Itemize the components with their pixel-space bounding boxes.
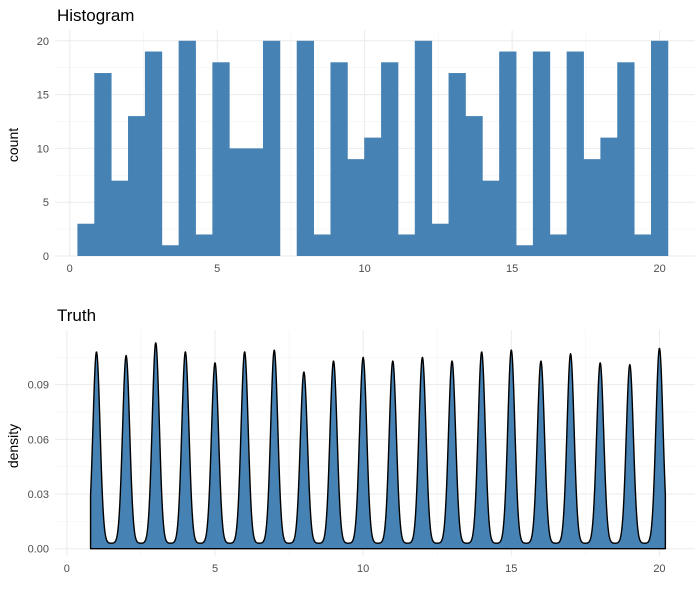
histogram-x-tick-label: 20 [653,263,665,275]
histogram-y-tick-label: 20 [37,36,49,48]
histogram-bar [448,73,466,256]
histogram-bar [364,137,382,256]
histogram-bar [617,62,635,257]
histogram-bar [465,116,483,256]
histogram-bar [566,51,584,257]
histogram-x-tick-label: 0 [67,263,73,275]
histogram-bar [262,40,281,257]
truth-x-tick-labels: 0 5 10 15 20 [64,563,666,575]
histogram-bar [94,73,112,256]
truth-x-tick-label: 10 [357,563,369,575]
histogram-title: Histogram [57,6,134,25]
truth-title: Truth [57,306,96,325]
truth-x-tick-label: 20 [653,563,665,575]
histogram-x-tick-labels: 0 5 10 15 20 [67,263,666,275]
histogram-bar [229,148,247,256]
histogram-bar [600,137,618,256]
histogram-y-tick-label: 15 [37,90,49,102]
histogram-bars [77,40,669,257]
histogram-bar [195,234,213,256]
histogram-bar [296,40,314,257]
histogram-bar [650,40,669,257]
histogram-bar [549,234,568,256]
truth-y-axis-title: density [5,424,21,468]
truth-y-tick-label: 0.06 [28,434,49,446]
histogram-y-tick-labels: 0 5 10 15 20 [37,36,49,263]
truth-x-tick-label: 15 [505,563,517,575]
truth-y-tick-label: 0.09 [28,380,49,392]
histogram-bar [161,245,180,256]
truth-density-fill [90,342,666,549]
histogram-bar [482,180,500,256]
histogram-bar [77,223,95,256]
histogram-y-tick-label: 10 [37,143,49,155]
histogram-bar [246,148,264,256]
truth-y-tick-labels: 0.00 0.03 0.06 0.09 [28,380,49,556]
histogram-bar [313,234,331,256]
truth-density-line [89,342,667,550]
histogram-bar [516,245,534,256]
truth-panel: Truth density 0 5 10 15 20 0.00 0.03 0.06 0.09 [5,306,695,575]
histogram-bar [111,180,129,256]
histogram-bar [414,40,433,257]
histogram-y-tick-label: 0 [43,251,49,263]
histogram-bar [499,51,517,257]
histogram-bar [178,40,196,257]
histogram-y-tick-label: 5 [43,197,49,209]
truth-x-tick-label: 5 [212,563,218,575]
histogram-x-tick-label: 10 [359,263,371,275]
histogram-bar [431,223,449,256]
histogram-bar [381,62,399,257]
histogram-bar [532,51,551,257]
histogram-bar [583,159,601,256]
histogram-panel: Histogram count 0 5 10 15 20 0 5 10 15 20 [5,6,695,275]
histogram-x-tick-label: 5 [214,263,220,275]
truth-y-tick-label: 0.03 [28,489,49,501]
histogram-x-tick-label: 15 [506,263,518,275]
histogram-bar [128,116,146,256]
histogram-bar [634,234,652,256]
truth-x-tick-label: 0 [64,563,70,575]
truth-y-tick-label: 0.00 [28,544,49,556]
histogram-bar [144,51,163,257]
histogram-bar [347,159,365,256]
histogram-bar [397,234,416,256]
truth-density-area [89,342,667,550]
histogram-y-axis-title: count [5,128,21,162]
histogram-bar [330,62,348,257]
histogram-bar [212,62,230,257]
